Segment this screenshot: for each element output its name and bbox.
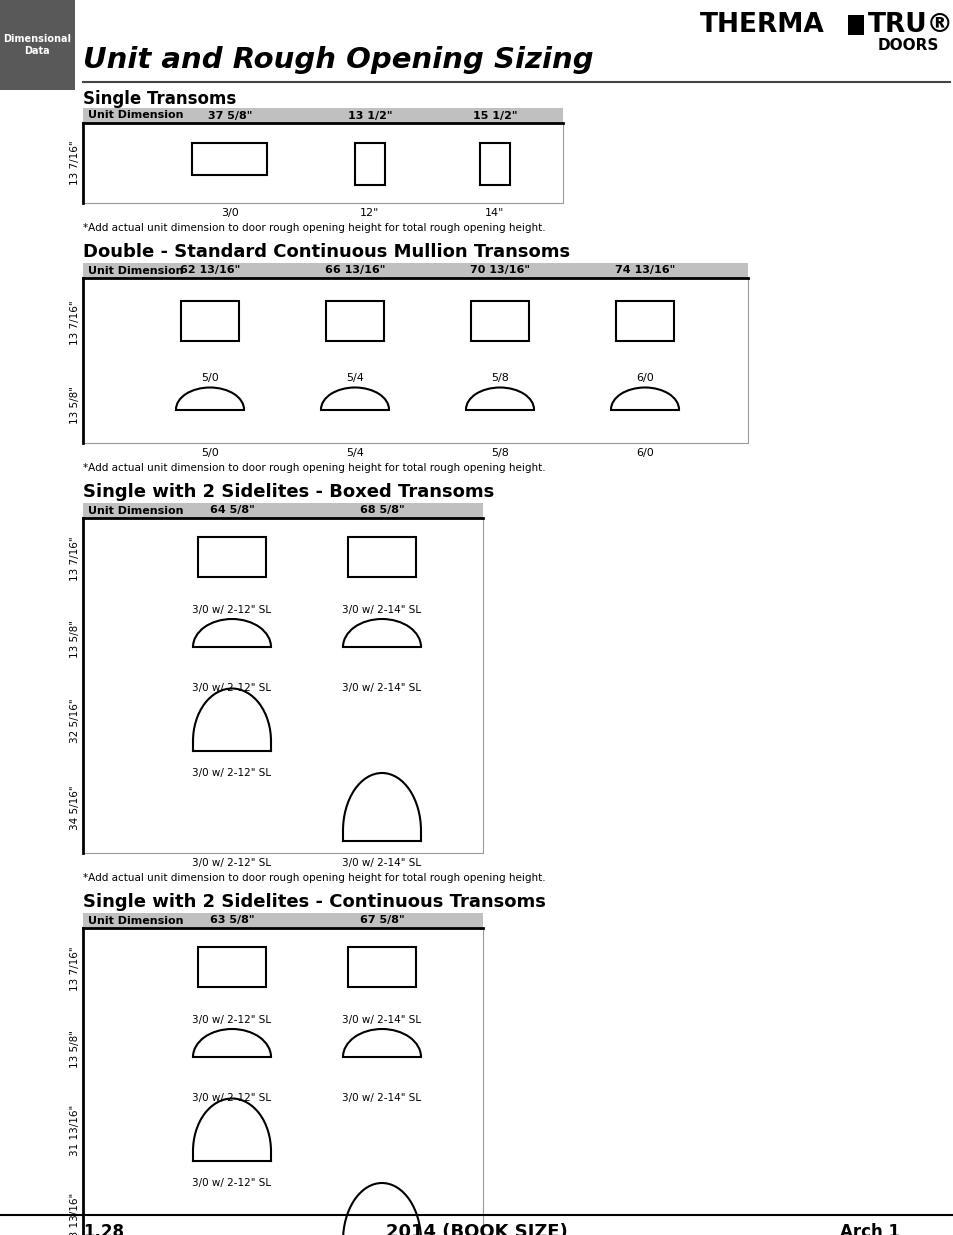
Text: 13 1/2": 13 1/2" — [348, 110, 392, 121]
Text: 13 5/8": 13 5/8" — [70, 1030, 80, 1068]
Text: 5/0: 5/0 — [201, 373, 218, 383]
Text: 67 5/8": 67 5/8" — [359, 915, 404, 925]
Text: 5/8: 5/8 — [491, 373, 508, 383]
Text: 13 5/8": 13 5/8" — [70, 387, 80, 425]
Ellipse shape — [465, 388, 534, 431]
Text: 3/0: 3/0 — [221, 207, 238, 219]
Text: 1.28: 1.28 — [83, 1223, 124, 1235]
Text: 6/0: 6/0 — [636, 373, 653, 383]
Text: THERMA: THERMA — [700, 12, 824, 38]
Text: 3/0 w/ 2-12" SL: 3/0 w/ 2-12" SL — [193, 1093, 272, 1103]
Bar — [83, 278, 747, 443]
Text: 13 5/8": 13 5/8" — [70, 620, 80, 658]
Text: Unit Dimension: Unit Dimension — [88, 915, 183, 925]
Bar — [198, 537, 266, 577]
Bar — [83, 927, 482, 1235]
Ellipse shape — [175, 388, 244, 431]
Text: *Add actual unit dimension to door rough opening height for total rough opening : *Add actual unit dimension to door rough… — [83, 463, 545, 473]
Text: 12": 12" — [360, 207, 379, 219]
Text: 13 7/16": 13 7/16" — [70, 300, 80, 346]
Text: 32 5/16": 32 5/16" — [70, 698, 80, 742]
Text: 5/4: 5/4 — [346, 373, 363, 383]
Text: Arch 1: Arch 1 — [840, 1223, 899, 1235]
Bar — [847, 15, 863, 35]
Bar — [348, 537, 416, 577]
Text: DOORS: DOORS — [877, 38, 938, 53]
Text: Single with 2 Sidelites - Continuous Transoms: Single with 2 Sidelites - Continuous Tra… — [83, 893, 545, 911]
Ellipse shape — [193, 619, 271, 676]
Ellipse shape — [610, 388, 679, 431]
Text: 3/0 w/ 2-14" SL: 3/0 w/ 2-14" SL — [342, 683, 421, 693]
Bar — [193, 143, 267, 175]
Bar — [348, 947, 416, 987]
Text: 63 5/8": 63 5/8" — [210, 915, 254, 925]
Bar — [83, 124, 562, 203]
Text: 15 1/2": 15 1/2" — [473, 110, 517, 121]
Text: 3/0 w/ 2-12" SL: 3/0 w/ 2-12" SL — [193, 1015, 272, 1025]
Bar — [355, 143, 385, 185]
Bar — [326, 301, 384, 341]
Text: Dimensional
Data: Dimensional Data — [3, 35, 71, 56]
Text: 34 5/16": 34 5/16" — [70, 785, 80, 830]
Text: *Add actual unit dimension to door rough opening height for total rough opening : *Add actual unit dimension to door rough… — [83, 224, 545, 233]
Text: 3/0 w/ 2-14" SL: 3/0 w/ 2-14" SL — [342, 858, 421, 868]
Text: Unit Dimension: Unit Dimension — [88, 266, 183, 275]
Ellipse shape — [193, 1029, 271, 1086]
Text: Double - Standard Continuous Mullion Transoms: Double - Standard Continuous Mullion Tra… — [83, 243, 570, 261]
Text: 3/0 w/ 2-14" SL: 3/0 w/ 2-14" SL — [342, 1093, 421, 1103]
Text: 2014 (BOOK SIZE): 2014 (BOOK SIZE) — [386, 1223, 567, 1235]
Text: *Add actual unit dimension to door rough opening height for total rough opening : *Add actual unit dimension to door rough… — [83, 873, 545, 883]
Text: 3/0 w/ 2-12" SL: 3/0 w/ 2-12" SL — [193, 768, 272, 778]
Text: 37 5/8": 37 5/8" — [208, 110, 252, 121]
Text: Single with 2 Sidelites - Boxed Transoms: Single with 2 Sidelites - Boxed Transoms — [83, 483, 494, 501]
Text: Unit Dimension: Unit Dimension — [88, 505, 183, 515]
Bar — [198, 947, 266, 987]
Text: 3/0 w/ 2-14" SL: 3/0 w/ 2-14" SL — [342, 605, 421, 615]
Text: 74 13/16": 74 13/16" — [615, 266, 675, 275]
Text: 66 13/16": 66 13/16" — [324, 266, 385, 275]
Ellipse shape — [320, 388, 389, 431]
Text: 13 7/16": 13 7/16" — [70, 141, 80, 185]
Text: 3/0 w/ 2-12" SL: 3/0 w/ 2-12" SL — [193, 605, 272, 615]
Text: Single Transoms: Single Transoms — [83, 90, 236, 107]
Text: 13 7/16": 13 7/16" — [70, 537, 80, 582]
Text: 64 5/8": 64 5/8" — [210, 505, 254, 515]
Text: TRU®: TRU® — [867, 12, 953, 38]
Text: 3/0 w/ 2-12" SL: 3/0 w/ 2-12" SL — [193, 683, 272, 693]
Text: 13 7/16": 13 7/16" — [70, 947, 80, 992]
Text: 3/0 w/ 2-14" SL: 3/0 w/ 2-14" SL — [342, 1015, 421, 1025]
Bar — [181, 301, 239, 341]
Bar — [0, 0, 75, 90]
Ellipse shape — [343, 619, 420, 676]
Bar — [83, 517, 482, 853]
Text: Unit and Rough Opening Sizing: Unit and Rough Opening Sizing — [83, 46, 593, 74]
Text: 5/8: 5/8 — [491, 448, 508, 458]
Text: 70 13/16": 70 13/16" — [470, 266, 530, 275]
Bar — [83, 263, 747, 278]
Bar — [83, 913, 482, 927]
Text: 5/0: 5/0 — [201, 448, 218, 458]
Bar — [471, 301, 529, 341]
Text: 14": 14" — [485, 207, 504, 219]
Text: 68 5/8": 68 5/8" — [359, 505, 404, 515]
Bar — [83, 107, 562, 124]
Text: 33 13/16": 33 13/16" — [70, 1192, 80, 1235]
Text: 3/0 w/ 2-12" SL: 3/0 w/ 2-12" SL — [193, 1178, 272, 1188]
Text: 3/0 w/ 2-12" SL: 3/0 w/ 2-12" SL — [193, 858, 272, 868]
Bar — [83, 503, 482, 517]
Text: Unit Dimension: Unit Dimension — [88, 110, 183, 121]
Text: 31 13/16": 31 13/16" — [70, 1105, 80, 1156]
Text: 6/0: 6/0 — [636, 448, 653, 458]
Bar — [479, 143, 510, 185]
Text: 5/4: 5/4 — [346, 448, 363, 458]
Text: 62 13/16": 62 13/16" — [180, 266, 240, 275]
Bar — [616, 301, 673, 341]
Ellipse shape — [343, 1029, 420, 1086]
